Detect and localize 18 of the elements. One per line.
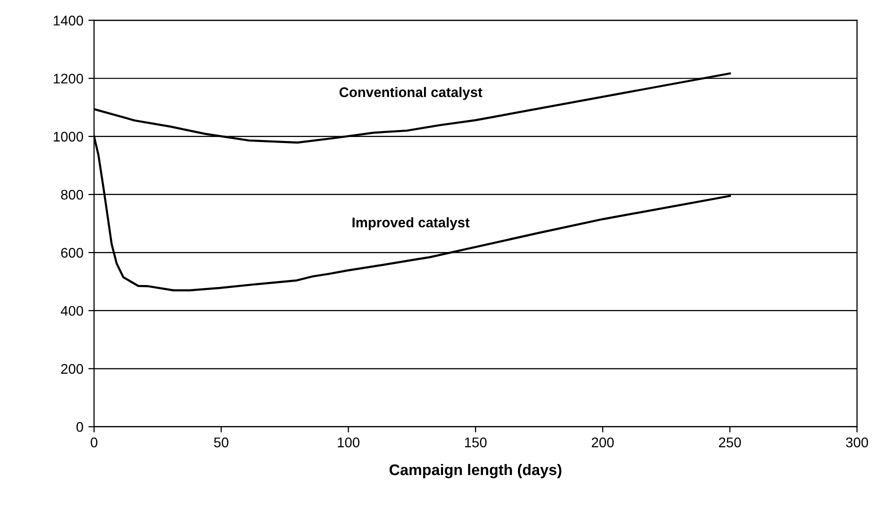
x-tick-label: 0 — [90, 438, 98, 448]
y-tick-label: 800 — [61, 190, 84, 200]
x-axis-title: Campaign length (days) — [390, 464, 562, 478]
y-tick-label: 600 — [61, 248, 84, 258]
y-tick-label: 1400 — [54, 16, 84, 26]
y-tick-label: 1000 — [54, 132, 84, 142]
y-tick-label: 200 — [61, 364, 84, 374]
x-tick-label: 100 — [338, 438, 360, 448]
y-tick-label: 0 — [76, 422, 84, 432]
x-tick-label: 300 — [846, 438, 868, 448]
x-tick-label: 150 — [465, 438, 487, 448]
series-label: Conventional catalyst — [339, 86, 482, 100]
y-tick-label: 400 — [60, 306, 84, 316]
y-tick-label: 1200 — [54, 74, 84, 84]
x-tick-label: 200 — [592, 438, 614, 448]
series-label: Improved catalyst — [352, 217, 470, 230]
x-tick-label: 50 — [214, 438, 228, 448]
x-tick-label: 250 — [718, 438, 741, 448]
